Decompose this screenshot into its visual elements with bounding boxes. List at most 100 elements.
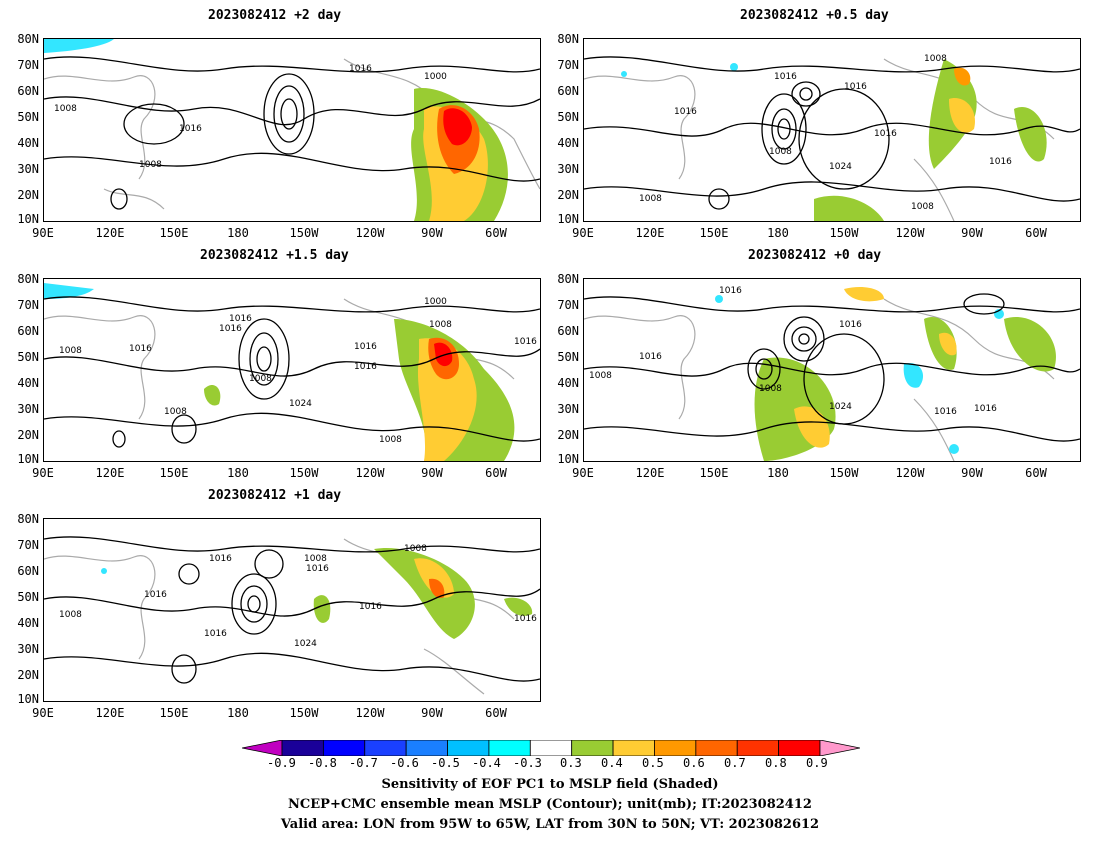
colorbar-tick: -0.6 [390, 756, 419, 770]
caption-line-2: NCEP+CMC ensemble mean MSLP (Contour); u… [288, 797, 812, 812]
caption-line-1: Sensitivity of EOF PC1 to MSLP field (Sh… [381, 777, 719, 792]
panel-title: 2023082412 +1 day [208, 488, 342, 503]
svg-text:1016: 1016 [204, 629, 227, 639]
colorbar-swatches [241, 739, 861, 757]
x-tick: 60W [1025, 226, 1047, 240]
y-tick: 10N [17, 692, 39, 706]
svg-text:1016: 1016 [839, 320, 862, 330]
svg-text:1016: 1016 [349, 64, 372, 74]
svg-text:1016: 1016 [354, 342, 377, 352]
svg-text:1008: 1008 [139, 160, 162, 170]
y-tick: 40N [17, 136, 39, 150]
x-tick: 150W [289, 706, 319, 720]
mslp-contours [584, 293, 1080, 442]
y-tick: 20N [17, 188, 39, 202]
y-tick: 80N [17, 32, 39, 46]
negative-shading [621, 63, 738, 77]
svg-text:1008: 1008 [59, 346, 82, 356]
svg-text:1008: 1008 [911, 202, 934, 212]
svg-text:1016: 1016 [219, 324, 242, 334]
x-tick: 150W [289, 466, 319, 480]
y-tick: 60N [17, 324, 39, 338]
svg-text:1008: 1008 [379, 435, 402, 445]
mslp-contours [44, 296, 540, 448]
map-frame: 1016 1008 1016 1008 1016 1016 1016 1008 … [43, 518, 541, 702]
colorbar-swatch [364, 739, 407, 757]
mslp-contours [584, 56, 1080, 210]
svg-text:1008: 1008 [759, 384, 782, 394]
x-tick: 180 [227, 466, 249, 480]
panel-title: 2023082412 +0.5 day [740, 8, 889, 23]
y-tick: 10N [557, 212, 579, 226]
x-tick: 120W [895, 226, 925, 240]
map-canvas: 1008 1016 1016 1016 1016 1008 1024 1016 … [584, 54, 1080, 221]
colorbar-tick: -0.7 [349, 756, 378, 770]
y-tick: 70N [17, 538, 39, 552]
y-tick: 60N [17, 84, 39, 98]
x-tick: 150E [159, 466, 189, 480]
y-tick: 10N [17, 212, 39, 226]
caption-line-3: Valid area: LON from 95W to 65W, LAT fro… [280, 817, 820, 832]
svg-text:1016: 1016 [514, 337, 537, 347]
x-tick: 90E [572, 466, 594, 480]
svg-text:1016: 1016 [874, 129, 897, 139]
y-tick: 30N [17, 642, 39, 656]
colorbar-swatch [695, 739, 738, 757]
map-canvas: 1016 1000 1008 1016 1008 [44, 39, 540, 221]
y-tick: 80N [17, 512, 39, 526]
svg-text:1000: 1000 [424, 72, 447, 82]
svg-text:1016: 1016 [209, 554, 232, 564]
x-tick: 120E [635, 466, 665, 480]
svg-text:1008: 1008 [404, 544, 427, 554]
y-tick: 10N [17, 452, 39, 466]
y-tick: 80N [557, 272, 579, 286]
colorbar [241, 739, 861, 757]
positive-shading [411, 88, 508, 221]
y-tick: 20N [557, 428, 579, 442]
x-tick: 120W [355, 466, 385, 480]
y-tick: 10N [557, 452, 579, 466]
map-frame: 1000 1016 1016 1008 1016 1008 1016 1016 … [43, 278, 541, 462]
y-tick: 20N [17, 428, 39, 442]
colorbar-tick: 0.3 [560, 756, 582, 770]
colorbar-tick: 0.4 [601, 756, 623, 770]
colorbar-under-triangle [241, 739, 283, 757]
x-tick: 90E [32, 706, 54, 720]
x-tick: 180 [227, 706, 249, 720]
x-tick: 150E [699, 226, 729, 240]
y-tick: 30N [557, 162, 579, 176]
x-tick: 120E [635, 226, 665, 240]
positive-shading [754, 287, 1056, 461]
y-tick: 80N [17, 272, 39, 286]
x-tick: 60W [485, 706, 507, 720]
colorbar-swatch [281, 739, 324, 757]
colorbar-tick: 0.9 [806, 756, 828, 770]
x-tick: 120E [95, 226, 125, 240]
y-tick: 40N [17, 376, 39, 390]
y-tick: 20N [17, 668, 39, 682]
negative-shading [715, 295, 1004, 454]
x-tick: 150E [159, 706, 189, 720]
colorbar-swatch [736, 739, 780, 757]
svg-text:1016: 1016 [354, 362, 377, 372]
contour-labels: 1016 1016 1016 1008 1008 1024 1016 1016 [589, 286, 997, 417]
x-tick: 60W [485, 466, 507, 480]
colorbar-swatch [529, 739, 573, 757]
colorbar-over-triangle [819, 739, 861, 757]
svg-text:1016: 1016 [144, 590, 167, 600]
contour-labels: 1000 1016 1016 1008 1016 1008 1016 1016 … [59, 297, 537, 445]
colorbar-swatch [778, 739, 821, 757]
y-tick: 50N [17, 590, 39, 604]
colorbar-tick: 0.8 [765, 756, 787, 770]
colorbar-tick: 0.5 [642, 756, 664, 770]
mslp-contours [44, 56, 540, 210]
mslp-contours [44, 536, 540, 684]
x-tick: 150E [159, 226, 189, 240]
positive-shading [204, 319, 515, 461]
colorbar-tick: -0.8 [308, 756, 337, 770]
svg-text:1016: 1016 [989, 157, 1012, 167]
y-tick: 70N [557, 298, 579, 312]
colorbar-ticks: -0.9 -0.8 -0.7 -0.6 -0.5 -0.4 -0.3 0.3 0… [242, 756, 860, 772]
x-tick: 180 [767, 226, 789, 240]
x-tick: 150E [699, 466, 729, 480]
